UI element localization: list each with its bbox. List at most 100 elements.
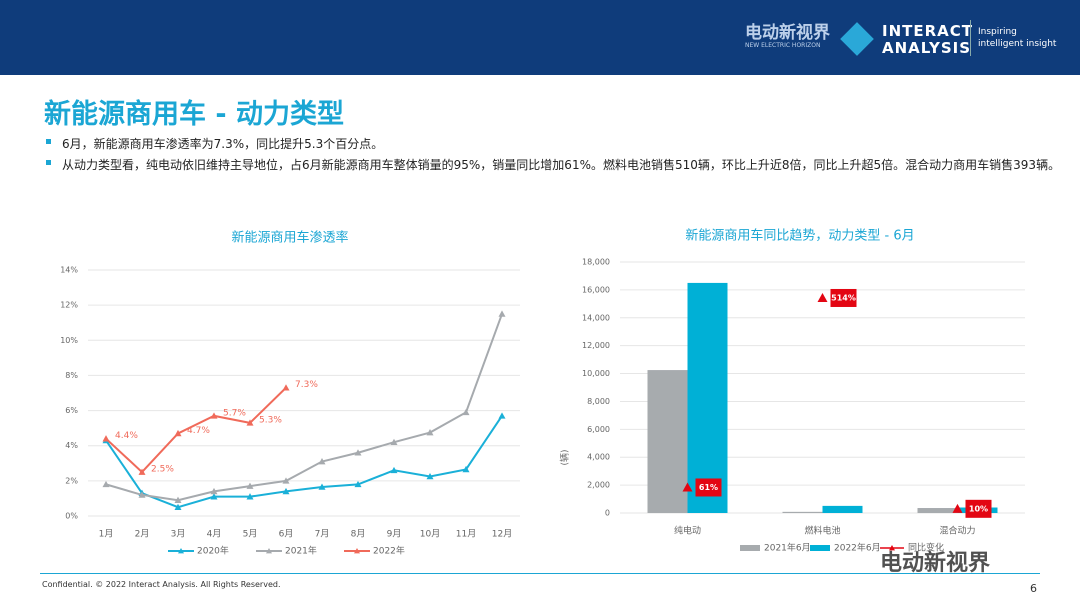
watermark: 电动新视界 [880, 551, 991, 576]
point-marker [210, 487, 218, 495]
series-line [105, 415, 503, 509]
x-tick-label: 纯电动 [674, 525, 701, 537]
point-marker [102, 480, 110, 488]
point-marker [174, 429, 182, 437]
bar [647, 370, 688, 513]
y-tick-label: 0 [605, 509, 610, 518]
y-tick-label: 4,000 [587, 453, 610, 462]
point-marker [354, 449, 362, 456]
bar [917, 508, 958, 513]
point-marker [246, 493, 254, 500]
page-number: 6 [1030, 582, 1037, 595]
legend-label: 2020年 [197, 545, 229, 557]
point-marker [390, 438, 398, 445]
point-marker [282, 384, 290, 391]
data-label: 61% [699, 483, 718, 492]
x-tick-label: 8月 [351, 529, 366, 540]
data-label: 7.3% [295, 380, 318, 390]
slide-title: 新能源商用车 - 动力类型 [44, 99, 345, 130]
bullet-text: 从动力类型看，纯电动依旧维持主导地位，占6月新能源商用车整体销量的95%，销量同… [62, 158, 1061, 172]
legend-label: 2021年6月 [764, 542, 811, 554]
x-tick-label: 6月 [279, 529, 294, 540]
tagline: Inspiring [978, 27, 1017, 37]
legend-swatch [740, 545, 760, 551]
label-box [965, 499, 992, 518]
x-tick-label: 9月 [387, 529, 402, 540]
x-tick-label: 5月 [243, 529, 258, 540]
chart-title: 新能源商用车同比趋势，动力类型 - 6月 [685, 228, 914, 244]
legend-label: 2021年 [285, 545, 317, 557]
y-tick-label: 10% [60, 336, 78, 345]
point-marker [498, 412, 506, 419]
footer-text: Confidential. © 2022 Interact Analysis. … [42, 580, 281, 589]
series-line [105, 387, 287, 474]
x-tick-label: 10月 [420, 529, 440, 540]
x-tick-label: 2月 [135, 529, 150, 540]
legend-marker [266, 548, 272, 554]
tagline: intelligent insight [978, 39, 1057, 49]
label-box [830, 288, 857, 307]
y-tick-label: 4% [65, 441, 78, 450]
y-tick-label: 0% [65, 512, 78, 521]
data-label: 5.7% [223, 408, 246, 418]
legend-label: 同比变化 [908, 542, 944, 554]
y-tick-label: 12,000 [582, 341, 610, 350]
data-label: 10% [969, 504, 988, 513]
x-tick-label: 燃料电池 [804, 525, 840, 537]
legend-marker [354, 548, 360, 554]
data-label: 4.7% [187, 426, 210, 436]
data-label: 2.5% [151, 465, 174, 475]
x-tick-label: 11月 [456, 529, 476, 540]
point-marker [498, 310, 506, 317]
change-marker [952, 503, 963, 513]
bar [782, 511, 823, 513]
chart-title: 新能源商用车渗透率 [231, 230, 348, 246]
logo-cn: 电动新视界 [745, 23, 830, 43]
point-marker [462, 465, 470, 473]
brand-line: ANALYSIS [882, 39, 972, 57]
change-marker [817, 292, 828, 302]
point-marker [318, 458, 326, 465]
x-tick-label: 3月 [171, 529, 186, 540]
x-tick-label: 混合动力 [939, 525, 975, 537]
label-box [695, 478, 722, 497]
bullet-text: 6月，新能源商用车渗透率为7.3%，同比提升5.3个百分点。 [62, 137, 384, 151]
bullet: 6月，新能源商用车渗透率为7.3%，同比提升5.3个百分点。 [45, 135, 384, 152]
y-tick-label: 2% [65, 476, 78, 485]
point-marker [210, 412, 218, 419]
y-tick-label: 14,000 [582, 313, 610, 322]
y-tick-label: 8,000 [587, 397, 610, 406]
y-tick-label: 18,000 [582, 258, 610, 267]
bar [687, 282, 728, 513]
brand-line: INTERACT [882, 22, 974, 40]
y-tick-label: 2,000 [587, 481, 610, 490]
y-tick-label: 6,000 [587, 425, 610, 434]
point-marker [174, 503, 182, 511]
legend-label: 2022年6月 [834, 542, 881, 554]
y-tick-label: 16,000 [582, 285, 610, 294]
y-tick-label: 12% [60, 301, 78, 310]
change-marker [682, 482, 693, 492]
point-marker [426, 429, 434, 436]
logo-en: NEW ELECTRIC HORIZON [745, 42, 821, 49]
series-line [105, 313, 503, 502]
y-tick-label: 14% [60, 266, 78, 275]
x-tick-label: 7月 [315, 529, 330, 540]
point-marker [138, 491, 146, 498]
data-label: 5.3% [259, 415, 282, 425]
legend-label: 2022年 [373, 545, 405, 557]
point-marker [246, 482, 254, 489]
legend-swatch [810, 545, 830, 551]
point-marker [102, 435, 110, 442]
point-marker [174, 496, 182, 503]
point-marker [462, 408, 470, 416]
divider [970, 20, 971, 56]
bar [822, 505, 863, 513]
point-marker [318, 483, 326, 490]
point-marker [426, 472, 434, 480]
bullet: 从动力类型看，纯电动依旧维持主导地位，占6月新能源商用车整体销量的95%，销量同… [45, 156, 1061, 173]
point-marker [138, 468, 146, 475]
point-marker [246, 419, 254, 426]
